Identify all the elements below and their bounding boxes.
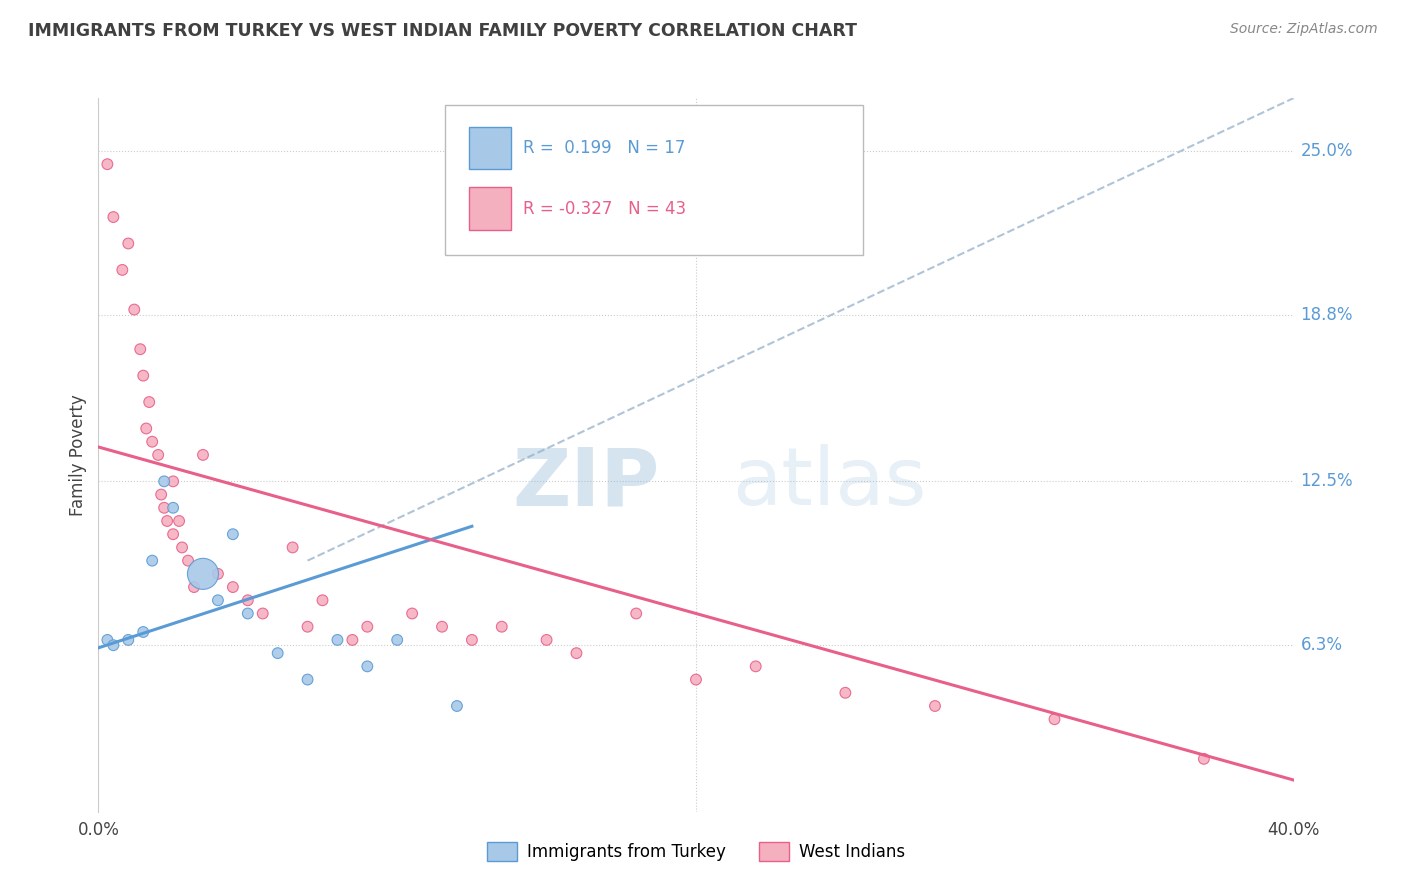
- Point: [222, 580, 245, 594]
- Point: [222, 527, 245, 541]
- Point: [401, 607, 423, 621]
- Point: [924, 698, 946, 713]
- Point: [177, 554, 200, 568]
- Point: [191, 448, 214, 462]
- Point: [207, 593, 229, 607]
- Point: [236, 607, 259, 621]
- Text: IMMIGRANTS FROM TURKEY VS WEST INDIAN FAMILY POVERTY CORRELATION CHART: IMMIGRANTS FROM TURKEY VS WEST INDIAN FA…: [28, 22, 858, 40]
- Point: [150, 487, 173, 501]
- Point: [96, 632, 118, 647]
- Point: [183, 580, 205, 594]
- Legend: Immigrants from Turkey, West Indians: Immigrants from Turkey, West Indians: [479, 835, 912, 868]
- Point: [267, 646, 290, 660]
- Text: 18.8%: 18.8%: [1301, 306, 1353, 324]
- Point: [141, 554, 163, 568]
- Point: [207, 566, 229, 581]
- Text: R =  0.199   N = 17: R = 0.199 N = 17: [523, 139, 685, 157]
- Point: [236, 593, 259, 607]
- Text: ZIP: ZIP: [513, 444, 661, 523]
- Point: [834, 686, 856, 700]
- Point: [96, 157, 118, 171]
- Point: [167, 514, 190, 528]
- Point: [172, 541, 194, 555]
- Point: [491, 620, 513, 634]
- Point: [356, 659, 378, 673]
- Point: [117, 632, 139, 647]
- Point: [342, 632, 364, 647]
- Point: [156, 514, 179, 528]
- Point: [162, 527, 184, 541]
- Point: [117, 236, 139, 251]
- Point: [1192, 752, 1215, 766]
- Point: [624, 607, 647, 621]
- Point: [565, 646, 588, 660]
- Text: Source: ZipAtlas.com: Source: ZipAtlas.com: [1230, 22, 1378, 37]
- Point: [141, 434, 163, 449]
- Point: [129, 342, 152, 356]
- Point: [148, 448, 170, 462]
- Point: [162, 500, 184, 515]
- Point: [132, 625, 155, 640]
- Text: 25.0%: 25.0%: [1301, 142, 1353, 160]
- Point: [356, 620, 378, 634]
- Point: [297, 620, 319, 634]
- Point: [461, 632, 484, 647]
- Point: [745, 659, 768, 673]
- Point: [1043, 712, 1066, 726]
- Point: [132, 368, 155, 383]
- Point: [446, 698, 468, 713]
- Y-axis label: Family Poverty: Family Poverty: [69, 394, 87, 516]
- Point: [162, 475, 184, 489]
- Point: [103, 210, 125, 224]
- Point: [124, 302, 146, 317]
- Point: [153, 500, 176, 515]
- Point: [385, 632, 409, 647]
- Point: [311, 593, 333, 607]
- Point: [685, 673, 707, 687]
- Point: [536, 632, 558, 647]
- Point: [138, 395, 160, 409]
- Point: [326, 632, 349, 647]
- Point: [111, 263, 134, 277]
- FancyBboxPatch shape: [470, 127, 510, 169]
- Point: [297, 673, 319, 687]
- Point: [430, 620, 453, 634]
- FancyBboxPatch shape: [444, 105, 863, 255]
- Text: R = -0.327   N = 43: R = -0.327 N = 43: [523, 200, 686, 218]
- Point: [153, 475, 176, 489]
- Point: [281, 541, 304, 555]
- Point: [191, 566, 214, 581]
- Point: [103, 638, 125, 652]
- Text: atlas: atlas: [733, 444, 927, 523]
- FancyBboxPatch shape: [470, 187, 510, 230]
- Text: 6.3%: 6.3%: [1301, 636, 1343, 654]
- Point: [252, 607, 274, 621]
- Point: [135, 421, 157, 435]
- Text: 12.5%: 12.5%: [1301, 473, 1353, 491]
